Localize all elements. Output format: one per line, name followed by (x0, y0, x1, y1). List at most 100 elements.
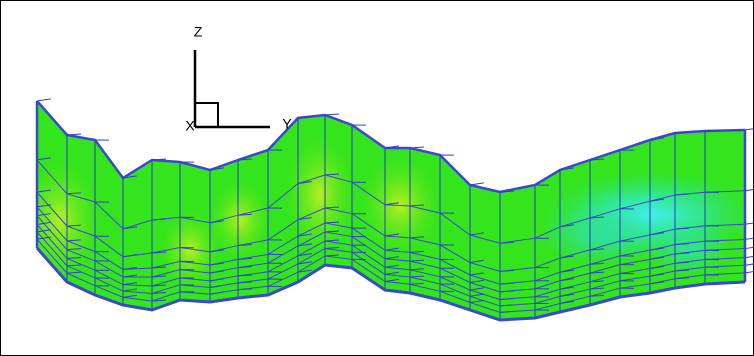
vector-arrow (559, 293, 574, 297)
vector-arrow (297, 261, 312, 265)
vector-arrow (384, 256, 399, 260)
vector-arrow (744, 263, 754, 266)
vector-arrow (151, 299, 167, 302)
vector-arrow (674, 243, 690, 246)
vector-arrow (324, 230, 340, 233)
vector-arrow (409, 268, 425, 271)
vector-arrow (674, 277, 690, 280)
vector-arrow (499, 290, 515, 293)
vector-arrow (744, 237, 754, 240)
vector-arrow (66, 133, 82, 136)
vector-arrow (66, 271, 82, 274)
vector-arrow (36, 98, 51, 102)
contour-region (285, 135, 355, 255)
vector-arrow (151, 266, 167, 269)
vector-arrow (744, 128, 754, 131)
vector-arrow (122, 175, 137, 179)
vector-arrow (469, 259, 484, 263)
vector-arrow (237, 158, 253, 161)
vector-arrow (36, 213, 51, 217)
vector-arrow (324, 254, 340, 257)
vector-arrow (36, 157, 51, 161)
vector-arrow (297, 233, 312, 237)
vector-arrow (649, 281, 664, 285)
vector-arrow (66, 192, 82, 195)
vector-arrow (649, 232, 664, 236)
vector-arrow (649, 265, 664, 270)
vector-arrow (209, 167, 224, 171)
vector-arrow (559, 255, 574, 259)
z-label: Z (194, 24, 203, 40)
vector-arrow (151, 292, 167, 294)
vector-arrow (649, 137, 664, 141)
vector-arrow (122, 254, 137, 258)
vector-arrow (122, 226, 137, 230)
vector-arrow (469, 299, 484, 303)
vector-arrow (559, 269, 574, 273)
vector-arrow (469, 293, 484, 297)
contour-region (650, 225, 730, 275)
vector-arrow (649, 247, 664, 251)
vector-arrow (66, 239, 82, 242)
vector-arrow (744, 246, 754, 250)
vector-arrow (559, 300, 574, 304)
vector-arrow (66, 248, 82, 251)
vector-arrow (209, 291, 224, 295)
vector-arrow (409, 259, 425, 262)
vector-arrow (36, 189, 51, 193)
vector-arrow (36, 204, 51, 208)
vector-arrow (499, 310, 515, 313)
vector-arrow (744, 188, 754, 192)
vector-arrow (324, 173, 340, 176)
vector-arrow (151, 251, 167, 254)
vector-arrow (469, 182, 484, 186)
bottom-edge (35, 247, 746, 322)
vector-arrow (297, 181, 312, 185)
vector-arrow (384, 145, 399, 149)
vector-arrow (674, 193, 690, 196)
vector-arrow (297, 243, 312, 247)
vector-arrow (151, 275, 167, 278)
vector-arrow (384, 271, 399, 275)
vector-arrow (122, 282, 137, 286)
vector-arrow (324, 247, 340, 249)
vector-arrow (744, 271, 754, 274)
vector-arrow (209, 270, 224, 274)
vector-arrow (499, 304, 515, 307)
vector-arrow (36, 229, 51, 233)
vector-arrow (589, 248, 605, 251)
vector-arrow (674, 261, 690, 264)
vector-arrow (122, 288, 137, 292)
vector-arrow (237, 281, 253, 284)
vector-arrow (744, 255, 754, 259)
vector-arrow (209, 249, 224, 253)
vector-arrow (499, 269, 515, 272)
vector-arrow (237, 274, 253, 277)
vector-arrow (499, 241, 515, 244)
vector-arrow (151, 158, 167, 161)
vector-arrow (209, 284, 224, 288)
vector-arrow (297, 253, 312, 257)
vector-arrow (66, 264, 82, 267)
vector-arrow (209, 262, 224, 266)
vector-arrow (122, 294, 137, 298)
vector-arrow (237, 244, 253, 247)
vector-arrow (409, 275, 425, 278)
vector-arrow (36, 221, 51, 225)
y-label: Y (282, 116, 292, 132)
vector-arrow (297, 115, 312, 119)
vector-arrow (384, 233, 399, 237)
vector-arrow (589, 294, 605, 297)
vector-arrow (384, 264, 399, 268)
contour-region (540, 205, 660, 265)
vector-arrow (297, 269, 312, 273)
vector-arrow (499, 190, 515, 193)
vector-arrow (674, 227, 690, 230)
vector-arrow (469, 272, 484, 276)
vector-arrow (589, 271, 605, 274)
vector-arrow (237, 213, 253, 216)
vector-arrow (674, 131, 690, 134)
vector-arrow (209, 220, 224, 224)
vector-arrow (237, 288, 253, 291)
